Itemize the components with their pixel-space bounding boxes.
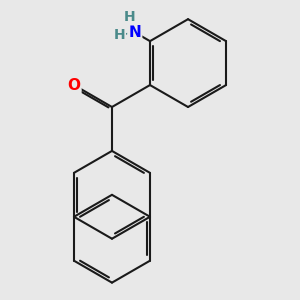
Text: O: O <box>68 78 80 93</box>
Text: N: N <box>128 25 141 40</box>
Text: H: H <box>124 11 135 24</box>
Text: H: H <box>113 28 125 42</box>
